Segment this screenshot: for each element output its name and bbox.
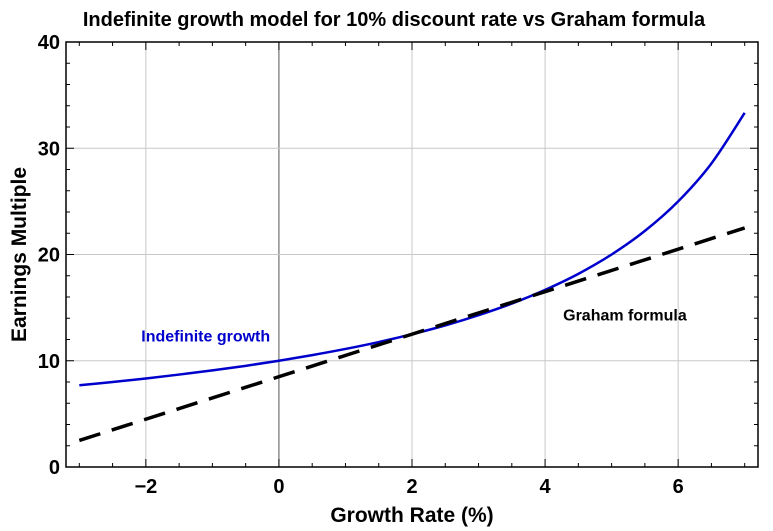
graham-formula-line — [78, 226, 746, 443]
series-annotation: Indefinite growth — [141, 329, 270, 346]
series-layer — [78, 112, 746, 443]
x-tick-label: 4 — [540, 476, 552, 498]
x-tick-label: −2 — [134, 476, 157, 498]
chart-title: Indefinite growth model for 10% discount… — [83, 9, 706, 31]
y-tick-label: 20 — [38, 245, 60, 267]
y-tick-label: 0 — [49, 457, 60, 479]
x-tick-label: 0 — [273, 476, 284, 498]
y-tick-label: 30 — [38, 138, 60, 160]
y-tick-label: 10 — [38, 351, 60, 373]
y-axis-label: Earnings Multiple — [8, 167, 31, 342]
ticks: −2 0 2 4 6 0 10 20 30 40 — [38, 32, 758, 498]
x-tick-label: 2 — [406, 476, 417, 498]
series-annotation: Graham formula — [563, 307, 687, 324]
x-tick-label: 6 — [673, 476, 684, 498]
x-axis-label: Growth Rate (%) — [330, 504, 493, 527]
grid — [66, 42, 758, 467]
annotations: Indefinite growth Graham formula — [141, 307, 687, 345]
y-tick-label: 40 — [38, 32, 60, 54]
